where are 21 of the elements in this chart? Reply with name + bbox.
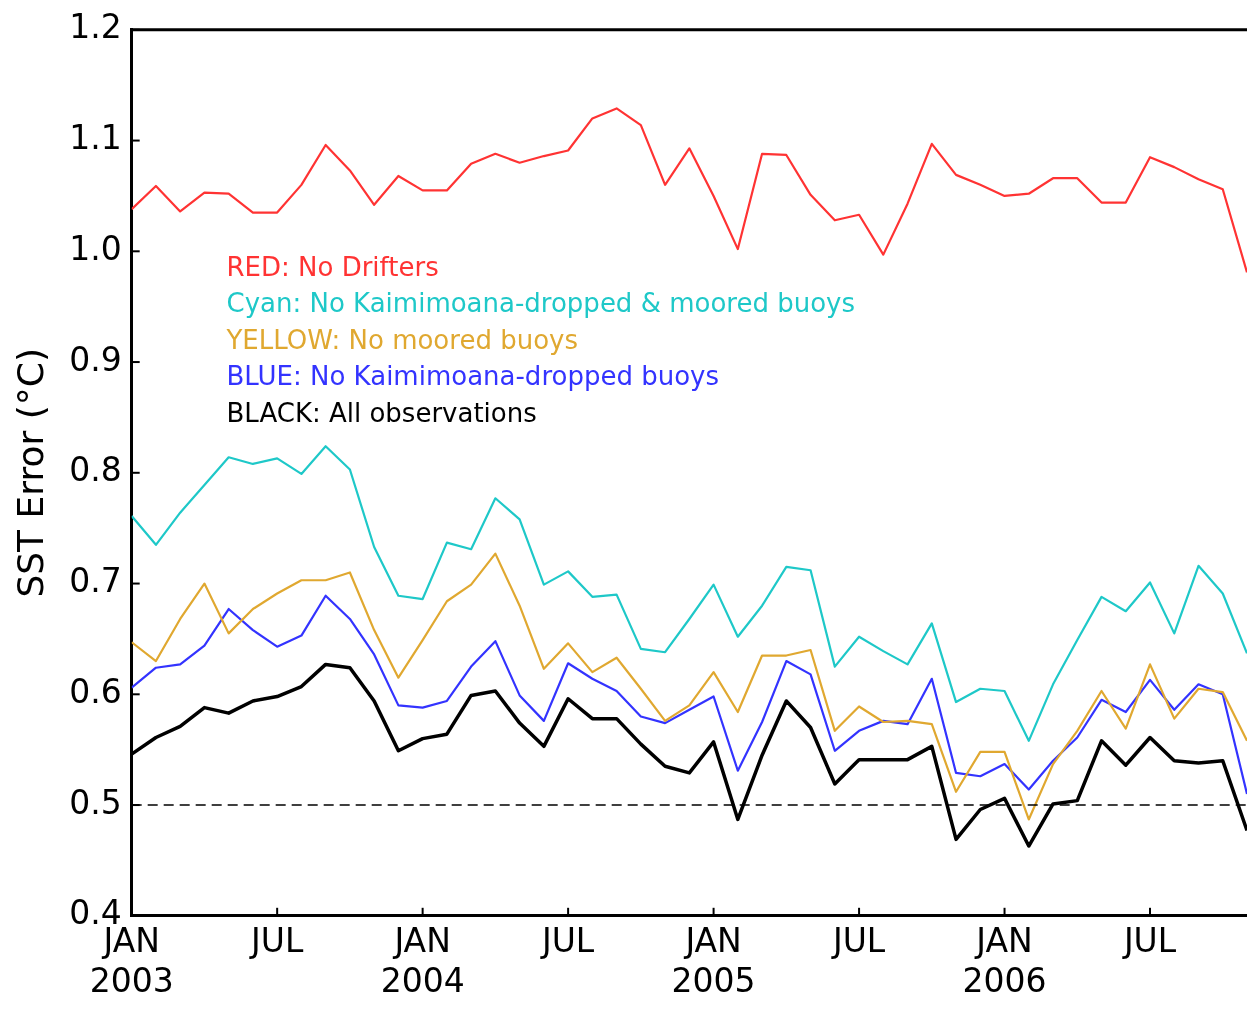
y-tick-label: 0.5	[69, 782, 122, 822]
y-tick-label: 0.6	[69, 671, 122, 711]
text: Cyan: No Kaimimoana-dropped & moored buoys	[226, 288, 856, 319]
text: BLUE: No Kaimimoana-dropped buoys	[226, 361, 719, 392]
text: BLACK: All observations	[226, 397, 537, 428]
y-tick-label: 1.0	[69, 228, 122, 268]
x-tick-label: JAN 2004	[380, 921, 465, 1000]
x-tick-label: JUL	[830, 921, 886, 961]
y-tick-label: 1.1	[69, 118, 122, 158]
x-tick-label: JAN 2006	[962, 921, 1047, 1000]
y-tick-label: 0.9	[69, 339, 122, 379]
y-tick-label: 1.2	[69, 7, 122, 47]
x-tick-label: JUL	[539, 921, 595, 961]
y-tick-label: 0.7	[69, 561, 122, 601]
series-label: RED: No Drifters	[226, 251, 439, 282]
y-axis-title: SST Error (°C)	[9, 348, 51, 598]
x-tick-label: JUL	[1121, 921, 1177, 961]
y-tick-label: 0.8	[69, 450, 122, 490]
text: YELLOW: No moored buoys	[225, 324, 578, 355]
x-tick-label: JAN 2005	[671, 921, 756, 1000]
x-tick-label: JUL	[249, 921, 304, 961]
